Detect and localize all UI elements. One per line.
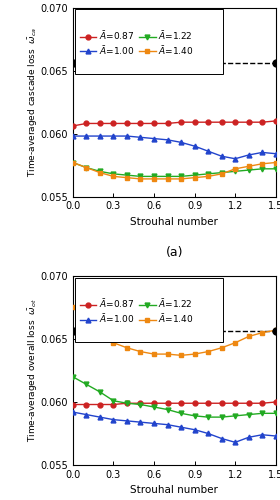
Legend: $\bar{A}$=0.87, $\bar{A}$=1.00, $\bar{A}$=1.22, $\bar{A}$=1.40: $\bar{A}$=0.87, $\bar{A}$=1.00, $\bar{A}…: [78, 294, 197, 328]
Y-axis label: Time-averaged cascade loss  $\bar{\omega}_{ca}$: Time-averaged cascade loss $\bar{\omega}…: [26, 27, 39, 178]
Bar: [75, 10, 223, 74]
Text: (a): (a): [165, 246, 183, 258]
Bar: [75, 278, 223, 342]
X-axis label: Strouhal number: Strouhal number: [130, 486, 218, 496]
Legend: $\bar{A}$=0.87, $\bar{A}$=1.00, $\bar{A}$=1.22, $\bar{A}$=1.40: $\bar{A}$=0.87, $\bar{A}$=1.00, $\bar{A}…: [78, 26, 197, 60]
Y-axis label: Time-averaged overall loss  $\bar{\omega}_{ot}$: Time-averaged overall loss $\bar{\omega}…: [26, 298, 39, 442]
X-axis label: Strouhal number: Strouhal number: [130, 217, 218, 227]
